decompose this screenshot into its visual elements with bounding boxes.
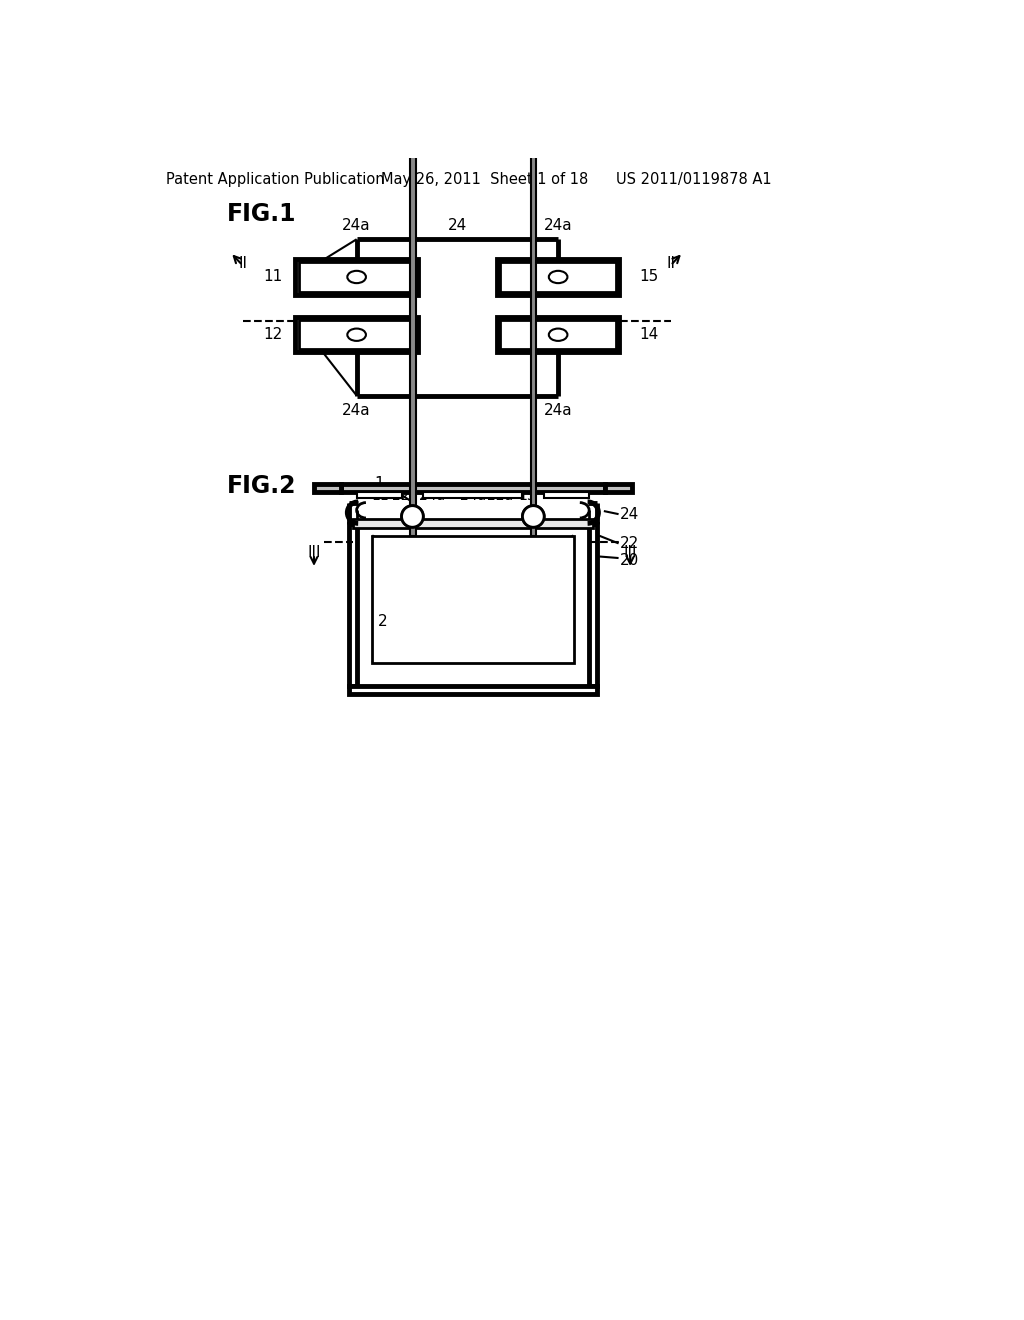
Ellipse shape <box>347 329 366 341</box>
Text: III: III <box>307 545 321 560</box>
Text: FIG.1: FIG.1 <box>227 202 297 226</box>
Bar <box>349 524 356 686</box>
Text: 22a: 22a <box>392 488 419 503</box>
Text: 20: 20 <box>621 553 639 568</box>
Bar <box>349 686 597 693</box>
Text: Patent Application Publication: Patent Application Publication <box>166 173 385 187</box>
Text: 1: 1 <box>374 475 384 491</box>
Bar <box>544 492 589 498</box>
Text: III: III <box>624 545 637 560</box>
Text: 24: 24 <box>621 507 639 521</box>
Bar <box>500 321 616 350</box>
Bar <box>604 484 632 492</box>
Text: 24a: 24a <box>544 218 572 232</box>
Text: 24a: 24a <box>544 404 572 418</box>
Bar <box>295 259 418 294</box>
Text: 14: 14 <box>640 327 658 342</box>
Circle shape <box>401 506 423 527</box>
Text: 11: 11 <box>371 488 389 503</box>
Bar <box>314 484 341 492</box>
Text: 12: 12 <box>264 327 283 342</box>
Text: 24a: 24a <box>342 404 371 418</box>
Text: 15: 15 <box>518 488 536 503</box>
Bar <box>352 519 593 528</box>
Bar <box>500 263 616 292</box>
Text: 24a: 24a <box>460 488 486 503</box>
Text: 24a: 24a <box>419 488 444 503</box>
Text: US 2011/0119878 A1: US 2011/0119878 A1 <box>616 173 771 187</box>
Text: FIG.2: FIG.2 <box>227 474 297 498</box>
Circle shape <box>522 506 544 527</box>
Text: 24a: 24a <box>342 218 371 232</box>
Bar <box>372 536 573 663</box>
Text: 15: 15 <box>640 269 658 285</box>
Bar <box>531 0 537 536</box>
Bar <box>589 524 597 686</box>
Bar <box>299 321 415 350</box>
Circle shape <box>522 506 544 527</box>
Bar <box>410 0 416 536</box>
Bar <box>299 263 415 292</box>
Bar <box>497 317 620 352</box>
Text: 22: 22 <box>621 536 639 550</box>
Text: May 26, 2011  Sheet 1 of 18: May 26, 2011 Sheet 1 of 18 <box>381 173 588 187</box>
Bar <box>341 484 604 492</box>
Circle shape <box>401 506 423 527</box>
Bar <box>356 492 401 498</box>
Text: 2: 2 <box>378 614 388 630</box>
Bar <box>497 259 620 294</box>
Text: 11: 11 <box>264 269 283 285</box>
Text: II: II <box>239 256 247 272</box>
Ellipse shape <box>347 271 366 284</box>
Text: 22a: 22a <box>487 488 513 503</box>
Text: II: II <box>666 256 675 272</box>
Ellipse shape <box>549 271 567 284</box>
Text: 24: 24 <box>447 218 467 232</box>
Bar <box>423 492 522 498</box>
Ellipse shape <box>549 329 567 341</box>
Bar <box>295 317 418 352</box>
